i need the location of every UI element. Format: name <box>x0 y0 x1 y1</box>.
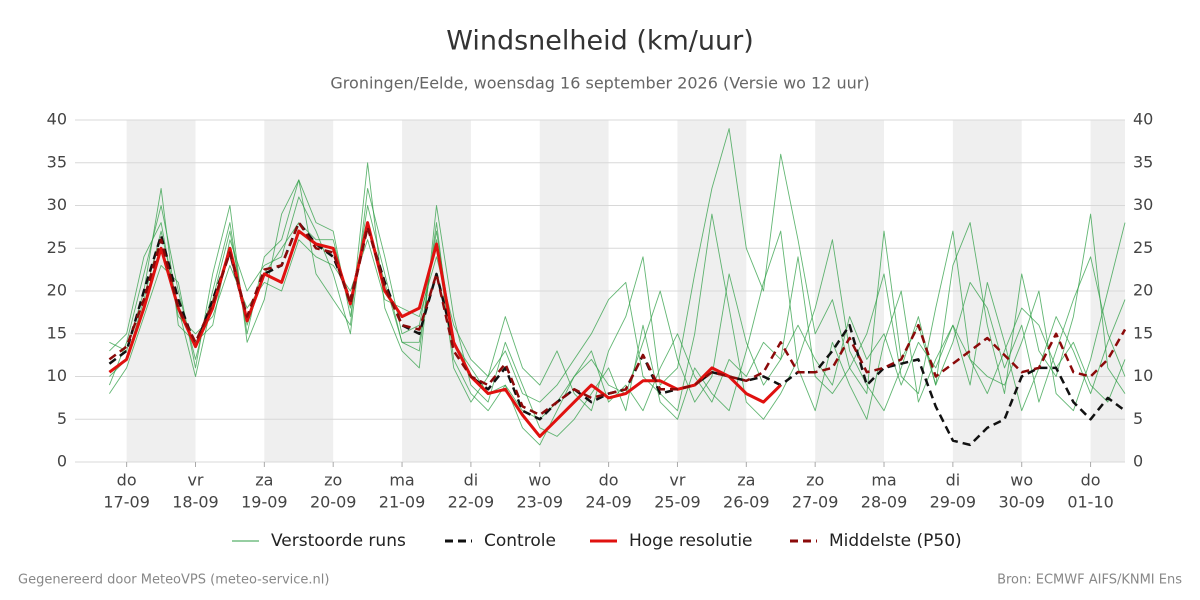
x-tick-label: 23-09 <box>517 493 564 512</box>
ensemble-line <box>109 128 1126 412</box>
x-tick-label: 01-10 <box>1067 493 1114 512</box>
y-tick-label: 10 <box>47 366 67 385</box>
legend-label: Verstoorde runs <box>271 531 406 551</box>
x-tick-label: 19-09 <box>241 493 288 512</box>
ensemble-line <box>109 222 1126 420</box>
y2-tick-label: 25 <box>1133 238 1153 257</box>
chart-title: Windsnelheid (km/uur) <box>446 26 754 57</box>
footer-left: Gegenereerd door MeteoVPS (meteo-service… <box>18 573 329 588</box>
x-tick-day: do <box>599 471 619 490</box>
x-tick-day: za <box>255 471 273 490</box>
x-tick-label: 20-09 <box>310 493 357 512</box>
series-line <box>108 221 782 438</box>
y-tick-label: 0 <box>57 452 67 471</box>
legend-label: Middelste (P50) <box>829 531 962 551</box>
y-tick-label: 20 <box>47 281 67 300</box>
y2-tick-label: 10 <box>1133 366 1153 385</box>
ensemble-line <box>109 213 1126 420</box>
x-tick-day: di <box>946 471 961 490</box>
x-tick-label: 22-09 <box>448 493 495 512</box>
x-tick-label: 21-09 <box>379 493 426 512</box>
y2-tick-label: 0 <box>1133 452 1143 471</box>
footer-right: Bron: ECMWF AIFS/KNMI Ens <box>997 573 1182 588</box>
y-tick-label: 35 <box>47 152 67 171</box>
y2-tick-label: 35 <box>1133 152 1153 171</box>
x-tick-day: ma <box>871 471 896 490</box>
x-tick-day: vr <box>669 471 685 490</box>
y-tick-label: 40 <box>47 110 67 129</box>
x-tick-label: 29-09 <box>930 493 977 512</box>
y-tick-label: 30 <box>47 195 67 214</box>
x-tick-day: wo <box>1010 471 1033 490</box>
series-line <box>108 221 1127 417</box>
x-tick-label: 24-09 <box>585 493 632 512</box>
x-tick-day: do <box>1081 471 1101 490</box>
x-tick-label: 28-09 <box>861 493 908 512</box>
y-tick-label: 5 <box>57 409 67 428</box>
ensemble-line <box>109 162 1126 437</box>
x-tick-label: 18-09 <box>172 493 219 512</box>
x-tick-label: 26-09 <box>723 493 770 512</box>
y2-tick-label: 30 <box>1133 195 1153 214</box>
y2-tick-label: 40 <box>1133 110 1153 129</box>
x-tick-day: zo <box>806 471 824 490</box>
y2-tick-label: 15 <box>1133 323 1153 342</box>
x-tick-day: vr <box>187 471 203 490</box>
y-tick-label: 25 <box>47 238 67 257</box>
chart-subtitle: Groningen/Eelde, woensdag 16 september 2… <box>330 74 869 93</box>
x-tick-label: 30-09 <box>998 493 1045 512</box>
x-tick-label: 17-09 <box>103 493 150 512</box>
y2-tick-label: 5 <box>1133 409 1143 428</box>
x-tick-day: do <box>117 471 137 490</box>
x-tick-label: 27-09 <box>792 493 839 512</box>
x-tick-label: 25-09 <box>654 493 701 512</box>
y2-tick-label: 20 <box>1133 281 1153 300</box>
x-tick-day: ma <box>389 471 414 490</box>
x-tick-day: wo <box>528 471 551 490</box>
x-tick-day: di <box>464 471 479 490</box>
x-tick-day: zo <box>324 471 342 490</box>
legend-label: Controle <box>484 531 556 551</box>
y-tick-label: 15 <box>47 323 67 342</box>
legend-label: Hoge resolutie <box>629 531 753 551</box>
x-tick-day: za <box>737 471 755 490</box>
